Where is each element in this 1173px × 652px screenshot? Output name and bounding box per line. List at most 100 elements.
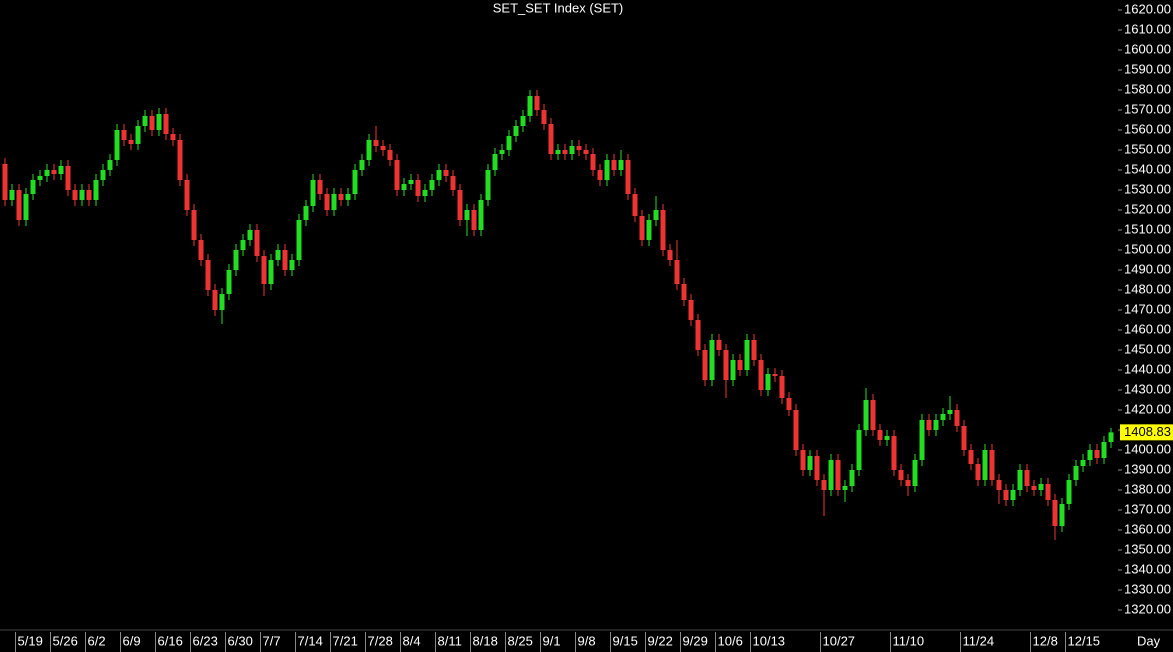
candle-body bbox=[842, 486, 848, 490]
candle-body bbox=[247, 230, 253, 240]
candle-body bbox=[352, 170, 358, 194]
y-tick-label: 1570.00 bbox=[1124, 101, 1171, 116]
candle-body bbox=[716, 340, 722, 350]
y-tick-label: 1530.00 bbox=[1124, 181, 1171, 196]
x-tick-label: 6/23 bbox=[193, 633, 218, 648]
candle-body bbox=[807, 456, 813, 470]
candle-body bbox=[660, 210, 666, 250]
y-tick-label: 1430.00 bbox=[1124, 381, 1171, 396]
candle-body bbox=[1101, 442, 1107, 458]
candle-body bbox=[779, 376, 785, 398]
candle-body bbox=[198, 240, 204, 260]
candle-body bbox=[611, 160, 617, 170]
candle-body bbox=[212, 290, 218, 310]
x-tick-label: 10/27 bbox=[823, 633, 856, 648]
candle-body bbox=[345, 194, 351, 200]
candle-body bbox=[506, 136, 512, 150]
candle-body bbox=[366, 140, 372, 160]
candle-body bbox=[310, 180, 316, 206]
x-tick-label: 11/10 bbox=[893, 633, 925, 648]
last-price-label: 1408.83 bbox=[1124, 424, 1171, 439]
candle-body bbox=[16, 190, 22, 220]
candle-body bbox=[786, 398, 792, 410]
x-tick-label: 11/24 bbox=[963, 633, 995, 648]
candle-body bbox=[618, 160, 624, 170]
y-tick-label: 1370.00 bbox=[1124, 501, 1171, 516]
candle-body bbox=[233, 250, 239, 270]
x-tick-label: 7/14 bbox=[298, 633, 323, 648]
candle-body bbox=[443, 170, 449, 176]
x-tick-label: 8/4 bbox=[403, 633, 421, 648]
candle-body bbox=[772, 374, 778, 376]
candle-body bbox=[170, 134, 176, 140]
candle-body bbox=[548, 124, 554, 154]
candle-body bbox=[653, 210, 659, 220]
candle-body bbox=[296, 220, 302, 260]
candle-body bbox=[996, 480, 1002, 490]
y-tick-label: 1400.00 bbox=[1124, 441, 1171, 456]
candle-body bbox=[527, 96, 533, 116]
y-tick-label: 1450.00 bbox=[1124, 341, 1171, 356]
candle-body bbox=[877, 430, 883, 440]
candle-body bbox=[436, 170, 442, 180]
candle-body bbox=[359, 160, 365, 170]
candle-body bbox=[639, 216, 645, 240]
y-tick-label: 1360.00 bbox=[1124, 521, 1171, 536]
candle-body bbox=[1087, 450, 1093, 460]
candle-body bbox=[884, 436, 890, 440]
candle-body bbox=[492, 154, 498, 170]
x-tick-label: 9/15 bbox=[613, 633, 638, 648]
y-tick-label: 1330.00 bbox=[1124, 581, 1171, 596]
candle-body bbox=[30, 180, 36, 194]
candle-body bbox=[814, 456, 820, 480]
candle-body bbox=[912, 460, 918, 486]
y-tick-label: 1440.00 bbox=[1124, 361, 1171, 376]
x-tick-label: 6/2 bbox=[88, 633, 106, 648]
candle-body bbox=[478, 200, 484, 230]
candle-body bbox=[604, 160, 610, 180]
candle-body bbox=[9, 190, 15, 200]
candle-body bbox=[1066, 480, 1072, 504]
candle-body bbox=[1017, 470, 1023, 490]
candle-body bbox=[534, 96, 540, 110]
x-tick-label: 9/1 bbox=[543, 633, 561, 648]
candle-body bbox=[765, 374, 771, 390]
candle-body bbox=[387, 150, 393, 160]
candle-body bbox=[702, 350, 708, 380]
candle-body bbox=[856, 430, 862, 470]
candle-body bbox=[954, 410, 960, 426]
x-tick-label: 8/25 bbox=[508, 633, 533, 648]
candle-body bbox=[898, 470, 904, 480]
candle-body bbox=[1073, 466, 1079, 480]
candle-body bbox=[849, 470, 855, 486]
candle-body bbox=[863, 400, 869, 430]
candle-body bbox=[737, 360, 743, 370]
candle-body bbox=[471, 210, 477, 230]
x-tick-label: 10/6 bbox=[718, 633, 743, 648]
candle-body bbox=[555, 150, 561, 154]
candle-body bbox=[422, 190, 428, 196]
x-tick-label: 6/30 bbox=[228, 633, 253, 648]
y-tick-label: 1520.00 bbox=[1124, 201, 1171, 216]
candle-body bbox=[576, 146, 582, 150]
candle-body bbox=[667, 250, 673, 260]
candle-body bbox=[121, 130, 127, 140]
candle-body bbox=[1059, 504, 1065, 526]
candle-body bbox=[730, 360, 736, 380]
candle-body bbox=[919, 420, 925, 460]
candle-body bbox=[947, 410, 953, 414]
candle-body bbox=[541, 110, 547, 124]
candle-body bbox=[751, 340, 757, 360]
y-tick-label: 1380.00 bbox=[1124, 481, 1171, 496]
period-label: Day bbox=[1137, 633, 1161, 648]
candle-body bbox=[1045, 484, 1051, 500]
y-tick-label: 1490.00 bbox=[1124, 261, 1171, 276]
candle-body bbox=[86, 190, 92, 200]
candle-body bbox=[44, 170, 50, 176]
candle-body bbox=[1080, 460, 1086, 466]
x-tick-label: 5/19 bbox=[18, 633, 43, 648]
last-price-box bbox=[1120, 424, 1173, 441]
y-tick-label: 1540.00 bbox=[1124, 161, 1171, 176]
candle-body bbox=[79, 190, 85, 200]
candle-body bbox=[261, 256, 267, 284]
